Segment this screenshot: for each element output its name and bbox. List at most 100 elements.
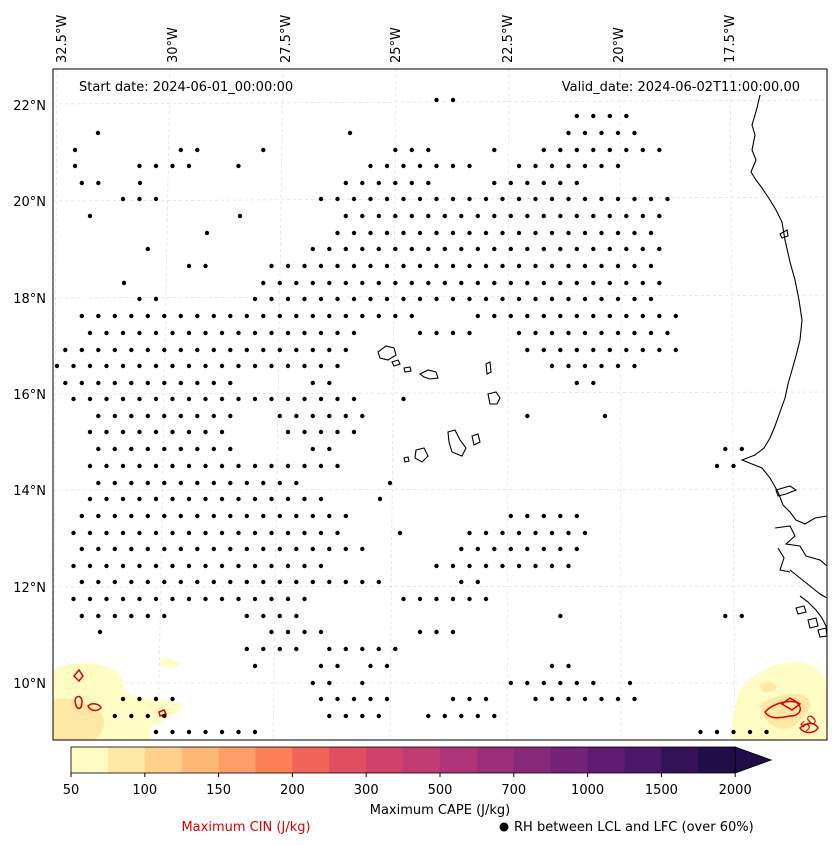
rh-dot — [87, 213, 93, 219]
rh-dot — [96, 546, 101, 552]
rh-dot — [195, 546, 200, 552]
cin-contours — [72, 668, 819, 734]
rh-dot — [120, 496, 126, 502]
rh-dot — [71, 596, 76, 602]
rh-dot — [244, 613, 249, 619]
rh-dot — [129, 546, 134, 552]
rh-dot — [137, 396, 142, 402]
rh-dot — [97, 629, 103, 635]
rh-dot — [525, 313, 530, 319]
rh-dot — [285, 563, 291, 569]
rh-dot — [450, 97, 456, 103]
rh-dot — [170, 396, 175, 402]
rh-dot — [104, 330, 109, 336]
rh-dot — [310, 413, 315, 419]
rh-dot — [640, 313, 645, 319]
rh-dot — [549, 363, 555, 369]
colorbar-ticks: 50 100 150 200 300 500 700 1000 1500 2000 — [63, 773, 752, 798]
rh-dot — [450, 330, 456, 336]
rh-dot — [566, 696, 571, 702]
coastline-guinea — [777, 547, 828, 629]
rh-dot — [327, 313, 332, 319]
rh-dot — [508, 513, 513, 519]
rh-dot — [640, 347, 645, 353]
rh-dot — [310, 513, 315, 519]
rh-dot — [574, 213, 579, 219]
rh-dot — [294, 513, 299, 519]
rh-dot — [541, 313, 546, 319]
rh-dot — [574, 680, 579, 686]
rh-dot — [261, 147, 266, 153]
rh-dot — [195, 513, 200, 519]
rh-dot — [566, 363, 571, 369]
rh-dot — [129, 446, 134, 452]
colorbar-swatch — [218, 747, 256, 773]
colorbar-tick-label: 1000 — [571, 783, 604, 798]
rh-dot — [582, 330, 588, 336]
rh-dot — [228, 546, 233, 552]
rh-dot — [79, 546, 85, 552]
rh-dot — [648, 330, 654, 336]
rh-dot — [599, 263, 604, 269]
rh-dot — [121, 280, 127, 286]
rh-dot — [335, 530, 340, 536]
rh-dot — [508, 680, 513, 686]
rh-dot — [351, 696, 357, 702]
rh-dot — [574, 246, 579, 252]
rh-dot — [153, 729, 159, 735]
rh-dot — [285, 596, 291, 602]
rh-dot — [228, 313, 233, 319]
rh-dot — [145, 380, 150, 386]
rh-dot — [459, 246, 464, 252]
rh-dot — [186, 596, 192, 602]
rh-dot — [310, 546, 315, 552]
rh-dot — [566, 196, 571, 202]
rh-dot — [203, 396, 208, 402]
rh-dot — [607, 313, 612, 319]
rh-dot — [277, 413, 282, 419]
rh-dot — [467, 563, 472, 569]
rh-dot — [483, 230, 489, 236]
rh-dot — [211, 413, 216, 419]
rh-dot — [582, 363, 588, 369]
rh-dot — [417, 296, 423, 302]
rh-dot — [516, 530, 522, 536]
rh-dot — [129, 313, 134, 319]
rh-dot — [384, 263, 390, 269]
rh-dot — [648, 230, 654, 236]
rh-dot — [327, 280, 332, 286]
rh-dot — [409, 147, 414, 153]
rh-dot — [516, 330, 522, 336]
rh-dot — [434, 97, 439, 103]
rh-dot — [549, 696, 555, 702]
rh-dot — [153, 163, 159, 169]
rh-dot — [450, 629, 456, 635]
colorbar-swatch — [513, 747, 552, 773]
rh-dot — [186, 163, 192, 169]
rh-dot — [492, 246, 497, 252]
rh-dot — [508, 213, 513, 219]
rh-dot — [145, 480, 150, 486]
rh-dot — [591, 147, 596, 153]
rh-dot — [582, 196, 588, 202]
rh-dot — [648, 196, 654, 202]
rh-dot — [615, 130, 621, 136]
rh-dot — [261, 579, 266, 585]
rh-dot — [203, 463, 208, 469]
rh-dot — [219, 396, 225, 402]
rh-dot — [549, 563, 555, 569]
cape-patch-east-small — [760, 682, 777, 693]
rh-dot — [178, 480, 183, 486]
rh-dot — [574, 513, 579, 519]
rh-dot — [566, 163, 571, 169]
rh-dot — [393, 646, 398, 652]
rh-dot — [360, 246, 365, 252]
rh-dot — [71, 563, 76, 569]
rh-dot — [186, 496, 192, 502]
lat-label: 18°N — [13, 292, 46, 307]
rh-dot — [335, 230, 340, 236]
rh-dot — [351, 429, 357, 435]
rh-dot — [63, 380, 68, 386]
rh-dot — [153, 596, 159, 602]
cin-contour-3 — [87, 703, 102, 712]
